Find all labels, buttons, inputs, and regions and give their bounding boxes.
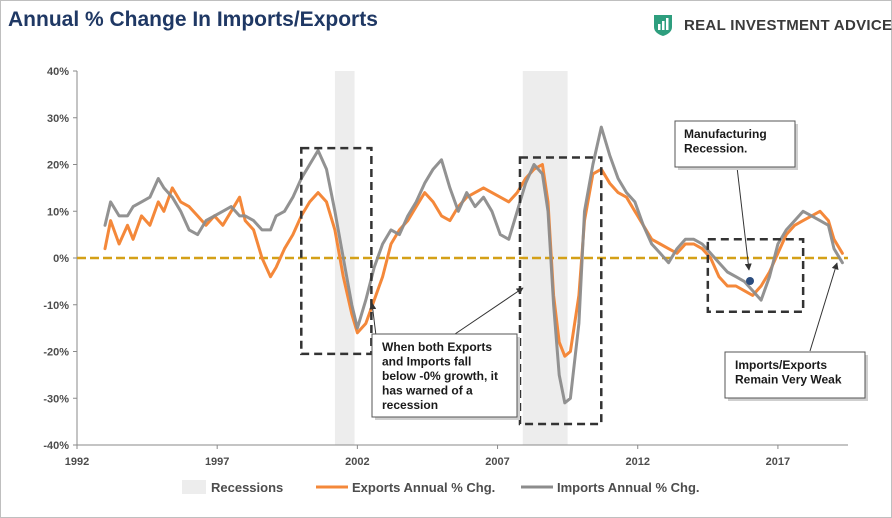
exports-series-line — [103, 163, 844, 358]
legend-label: Exports Annual % Chg. — [352, 480, 495, 495]
manufacturing-marker-dot — [746, 277, 754, 285]
warning-callout-text: recession — [382, 398, 438, 412]
x-tick-label: 2002 — [345, 456, 369, 468]
y-tick-label: -30% — [43, 393, 69, 405]
y-tick-label: -40% — [43, 440, 69, 452]
axes: -40% -30% -20% -10% 0% 10% 20% 30% 40% 1992 1997 20… — [43, 66, 848, 468]
warning-callout-text: has warned of a — [382, 384, 473, 398]
y-tick-label: -10% — [43, 300, 69, 312]
bar-chart-shield-icon — [654, 15, 672, 36]
y-tick-label: 40% — [47, 66, 69, 78]
x-tick-label: 2012 — [625, 456, 649, 468]
y-tick-label: -20% — [43, 347, 69, 359]
x-tick-label: 2007 — [485, 456, 509, 468]
y-tick-label: 10% — [47, 206, 69, 218]
legend: Recessions Exports Annual % Chg. Imports A… — [182, 480, 700, 495]
brand-header: REAL INVESTMENT ADVICE — [652, 12, 892, 38]
weak-callout-text: Remain Very Weak — [735, 373, 842, 387]
warning-callout-box — [371, 333, 518, 418]
legend-label: Recessions — [211, 480, 283, 495]
warning-callout-text: and Imports fall — [382, 355, 471, 369]
highlight-box-3 — [706, 238, 805, 314]
series-lines — [103, 125, 844, 405]
manufacturing-callout-box — [674, 120, 796, 168]
warning-callout-text: When both Exports — [382, 340, 492, 354]
brand-name: REAL INVESTMENT ADVICE — [684, 16, 892, 34]
x-tick-label: 1992 — [65, 456, 89, 468]
weak-callout-text: Imports/Exports — [735, 358, 827, 372]
manufacturing-callout-text: Recession. — [684, 142, 747, 156]
x-tick-label: 1997 — [205, 456, 229, 468]
weak-arrow — [809, 262, 839, 352]
highlight-box-1 — [300, 146, 373, 356]
manufacturing-callout-text: Manufacturing — [684, 127, 767, 141]
weak-callout-box — [724, 351, 866, 399]
warning-callout-text: below -0% growth, it — [382, 369, 498, 383]
warning-arrow-right — [454, 287, 524, 335]
y-tick-label: 20% — [47, 160, 69, 172]
y-tick-label: 30% — [47, 113, 69, 125]
imports-series-line — [103, 125, 844, 405]
legend-label: Imports Annual % Chg. — [557, 480, 700, 495]
legend-swatch-recessions — [182, 480, 206, 494]
x-tick-label: 2017 — [766, 456, 790, 468]
y-tick-label: 0% — [53, 253, 69, 265]
manufacturing-arrow — [736, 166, 752, 271]
page-title: Annual % Change In Imports/Exports — [8, 8, 378, 31]
